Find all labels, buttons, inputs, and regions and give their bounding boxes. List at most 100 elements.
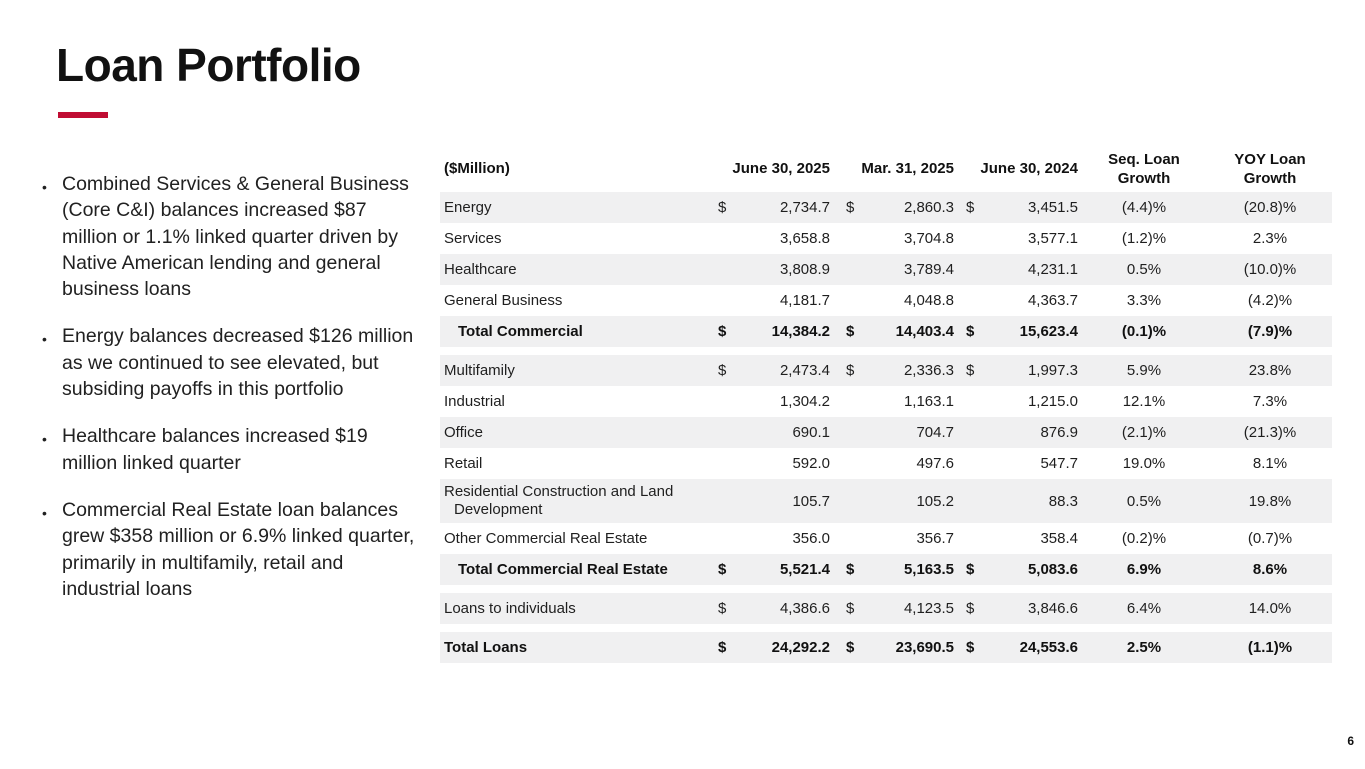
amount-value: 105.7: [792, 492, 830, 510]
amount-value: 14,403.4: [895, 323, 954, 340]
table-row: Residential Construction and Land Develo…: [440, 479, 1332, 523]
amount-value: 3,451.5: [1027, 199, 1078, 216]
currency-symbol: $: [966, 600, 975, 617]
yoy-growth-value: (21.3)%: [1243, 424, 1297, 441]
seq-growth-value: 19.0%: [1122, 455, 1166, 472]
yoy-growth-value: 23.8%: [1248, 362, 1292, 379]
value-cell: 3,577.1: [956, 223, 1080, 254]
currency-symbol: $: [846, 561, 855, 578]
list-item: • Healthcare balances increased $19 mill…: [42, 423, 424, 476]
amount-value: 24,292.2: [771, 639, 830, 656]
amount-value: 4,181.7: [779, 292, 830, 309]
yoy-growth-value: (4.2)%: [1247, 292, 1293, 309]
value-cell: $5,163.5: [832, 554, 956, 585]
column-header-june-2025: June 30, 2025: [732, 160, 830, 177]
amount-value: 24,553.6: [1019, 639, 1078, 656]
currency-symbol: $: [846, 199, 855, 216]
table-unit-label: ($Million): [444, 160, 510, 177]
amount-value: 4,048.8: [903, 292, 954, 309]
currency-symbol: $: [846, 362, 855, 379]
amount-value: 2,336.3: [903, 362, 954, 379]
row-label: Services: [444, 229, 502, 247]
amount-value: 1,304.2: [779, 393, 830, 410]
value-cell: 356.7: [832, 523, 956, 554]
seq-growth-value: 2.5%: [1126, 639, 1162, 656]
currency-symbol: $: [718, 362, 727, 379]
yoy-growth-value: 7.3%: [1252, 393, 1288, 410]
bullet-text: Combined Services & General Business (Co…: [62, 173, 409, 301]
currency-symbol: $: [966, 199, 975, 216]
row-label: Total Commercial: [458, 322, 583, 340]
amount-value: 2,860.3: [903, 199, 954, 216]
value-cell: 3,704.8: [832, 223, 956, 254]
row-label: Total Loans: [444, 638, 528, 656]
table-row: Industrial 1,304.2 1,163.1 1,215.0 12.1% 7.3%: [440, 386, 1332, 417]
seq-growth-value: 6.9%: [1126, 561, 1162, 578]
yoy-growth-value: 19.8%: [1248, 492, 1292, 510]
yoy-growth-value: (0.7)%: [1247, 530, 1293, 547]
row-label: Industrial: [444, 392, 505, 410]
amount-value: 876.9: [1040, 424, 1078, 441]
amount-value: 4,386.6: [779, 600, 830, 617]
value-cell: $4,386.6: [716, 593, 832, 624]
yoy-growth-value: 2.3%: [1252, 230, 1288, 247]
value-cell: $14,403.4: [832, 316, 956, 347]
seq-growth-value: 0.5%: [1126, 492, 1162, 510]
value-cell: $2,734.7: [716, 192, 832, 223]
page-title: Loan Portfolio: [56, 39, 361, 91]
table-row: Multifamily $2,473.4 $2,336.3 $1,997.3 5.9% 2…: [440, 355, 1332, 386]
bullet-icon: •: [42, 504, 47, 521]
value-cell: $24,553.6: [956, 632, 1080, 663]
row-label: Energy: [444, 198, 492, 216]
value-cell: 1,215.0: [956, 386, 1080, 417]
value-cell: 105.2: [832, 479, 956, 523]
row-label: Residential Construction and Land Develo…: [444, 483, 674, 518]
amount-value: 4,231.1: [1027, 261, 1078, 278]
amount-value: 356.0: [792, 530, 830, 547]
table-row: Total Loans $24,292.2 $23,690.5 $24,553.6 2.…: [440, 632, 1332, 663]
value-cell: 876.9: [956, 417, 1080, 448]
amount-value: 1,163.1: [903, 393, 954, 410]
value-cell: 88.3: [956, 479, 1080, 523]
column-header-seq-growth: Seq. Loan Growth: [1108, 150, 1180, 187]
column-header-yoy-growth: YOY Loan Growth: [1234, 150, 1306, 187]
currency-symbol: $: [846, 600, 855, 617]
table-row: Energy $2,734.7 $2,860.3 $3,451.5 (4.4)% (20.…: [440, 192, 1332, 223]
table-row: Total Commercial $14,384.2 $14,403.4 $15,62…: [440, 316, 1332, 347]
value-cell: 105.7: [716, 479, 832, 523]
seq-growth-value: 3.3%: [1126, 292, 1162, 309]
seq-growth-value: (4.4)%: [1121, 199, 1167, 216]
amount-value: 23,690.5: [895, 639, 954, 656]
value-cell: $4,123.5: [832, 593, 956, 624]
row-label: Total Commercial Real Estate: [458, 560, 668, 578]
amount-value: 358.4: [1040, 530, 1078, 547]
yoy-growth-value: 8.1%: [1252, 455, 1288, 472]
currency-symbol: $: [966, 362, 975, 379]
value-cell: $1,997.3: [956, 355, 1080, 386]
list-item: • Combined Services & General Business (…: [42, 171, 424, 302]
page-number: 6: [1347, 734, 1354, 748]
amount-value: 592.0: [792, 455, 830, 472]
table-row: General Business 4,181.7 4,048.8 4,363.7 3.3…: [440, 285, 1332, 316]
yoy-growth-value: (7.9)%: [1247, 323, 1293, 340]
row-label: Retail: [444, 454, 483, 472]
bullet-list: • Combined Services & General Business (…: [42, 171, 424, 623]
row-label: Other Commercial Real Estate: [444, 529, 648, 547]
yoy-growth-value: (20.8)%: [1243, 199, 1297, 216]
value-cell: $23,690.5: [832, 632, 956, 663]
amount-value: 2,734.7: [779, 199, 830, 216]
amount-value: 5,521.4: [779, 561, 830, 578]
value-cell: 497.6: [832, 448, 956, 479]
value-cell: $2,860.3: [832, 192, 956, 223]
value-cell: 547.7: [956, 448, 1080, 479]
value-cell: $3,451.5: [956, 192, 1080, 223]
yoy-growth-value: 14.0%: [1248, 600, 1292, 617]
value-cell: $15,623.4: [956, 316, 1080, 347]
bullet-text: Healthcare balances increased $19 millio…: [62, 425, 368, 474]
seq-growth-value: (2.1)%: [1121, 424, 1167, 441]
seq-growth-value: (0.2)%: [1121, 530, 1167, 547]
amount-value: 2,473.4: [779, 362, 830, 379]
amount-value: 15,623.4: [1019, 323, 1078, 340]
bullet-icon: •: [42, 179, 47, 195]
value-cell: 4,231.1: [956, 254, 1080, 285]
